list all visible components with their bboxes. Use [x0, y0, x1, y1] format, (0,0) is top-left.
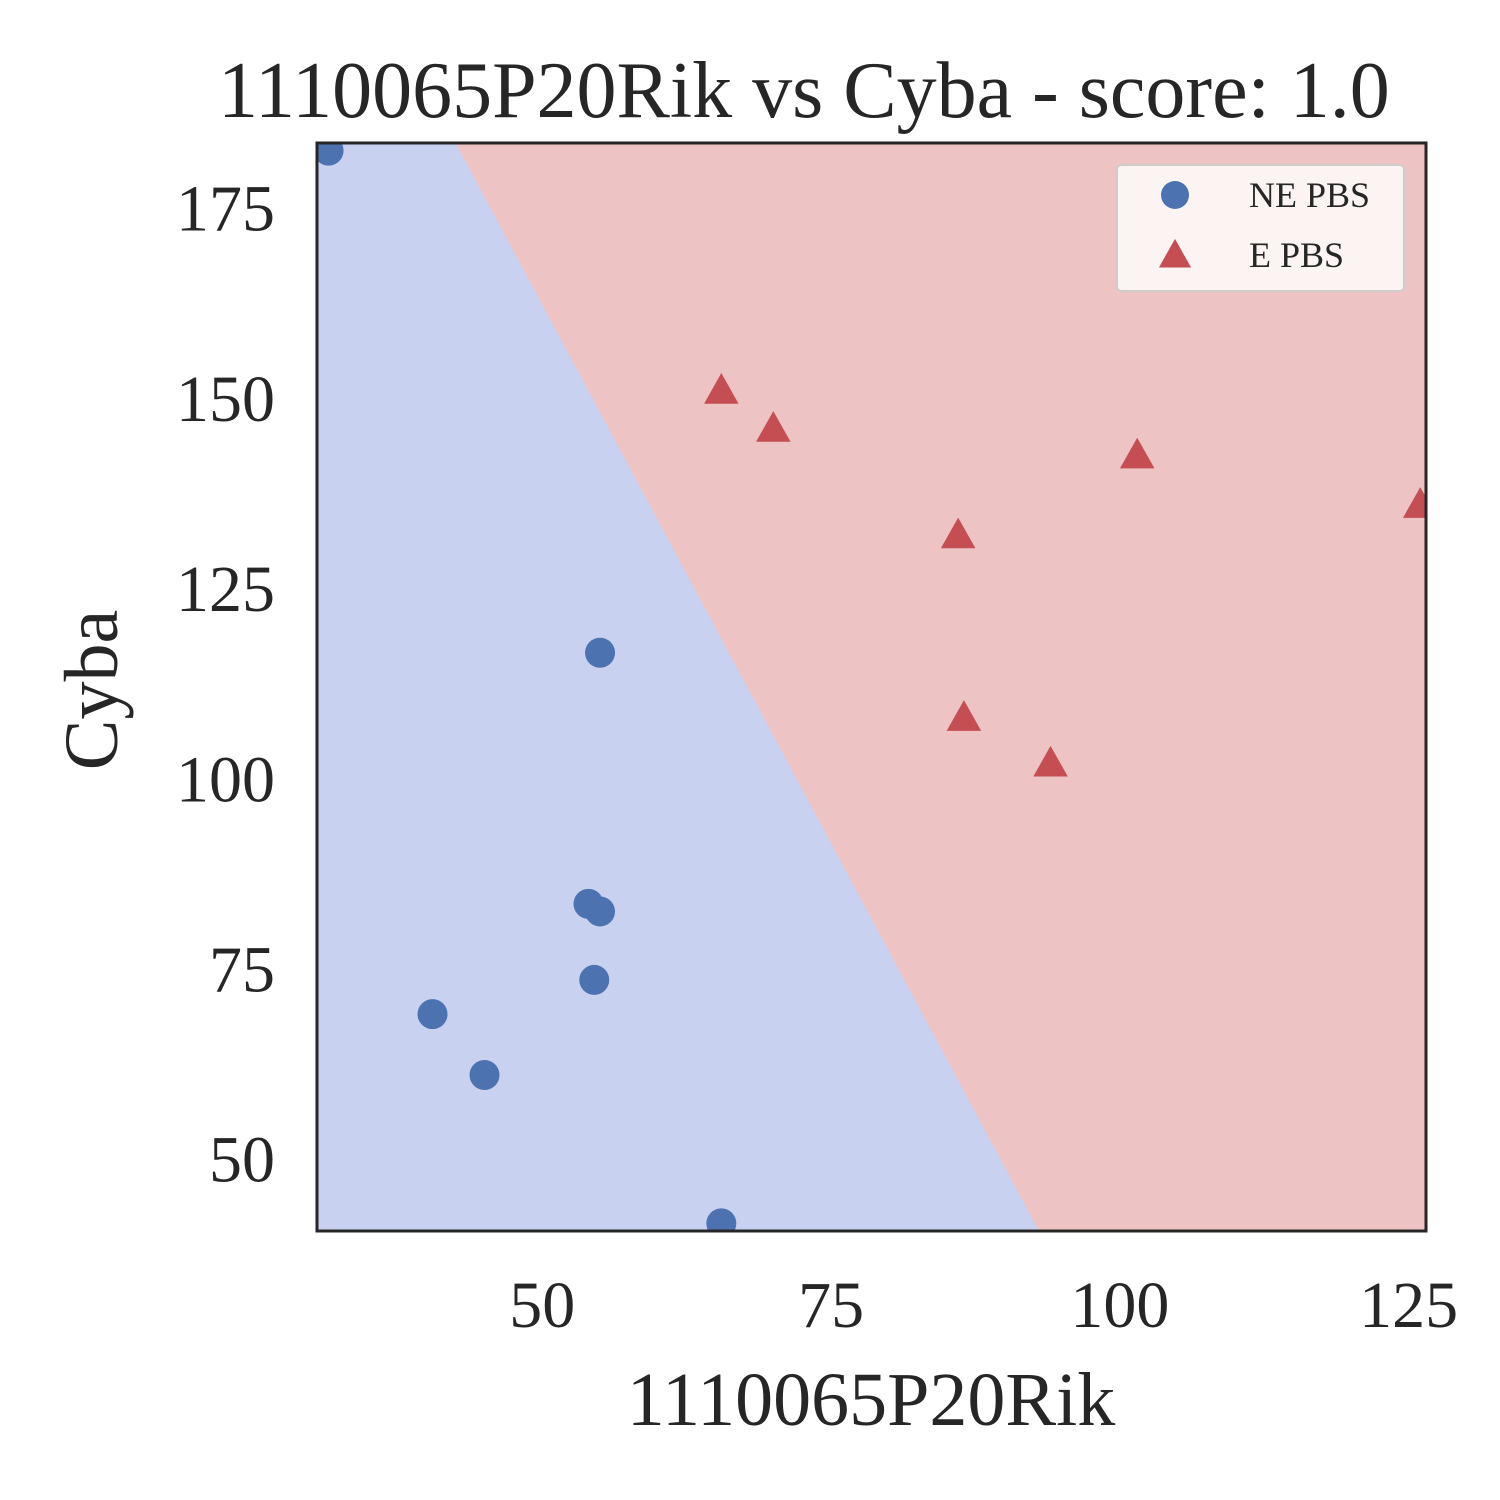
ne-pbs-decision-region — [317, 143, 1040, 1231]
ne-pbs-point — [417, 999, 448, 1030]
e-pbs-point — [1033, 745, 1068, 777]
x-tick-label: 125 — [1359, 1269, 1458, 1342]
legend-label-ne-pbs: NE PBS — [1249, 175, 1370, 215]
legend-items: NE PBS E PBS — [1158, 175, 1370, 275]
plot-frame — [315, 141, 1428, 1233]
y-tick-label: 125 — [176, 553, 275, 626]
legend-marker-e-pbs — [1158, 238, 1192, 268]
x-tick-label: 50 — [509, 1269, 575, 1342]
ne-pbs-point — [469, 1060, 500, 1091]
plot-area — [317, 143, 1426, 1231]
x-axis-label: 1110065P20Rik — [627, 1358, 1115, 1442]
e-pbs-point — [1119, 437, 1155, 469]
ne-pbs-point — [579, 964, 610, 995]
y-tick-labels: 50 75 100 125 150 175 — [176, 173, 275, 1197]
y-tick-label: 175 — [176, 173, 275, 246]
ne-pbs-point — [317, 143, 344, 166]
legend: NE PBS E PBS — [1116, 164, 1405, 292]
ne-pbs-point — [706, 1208, 737, 1231]
x-tick-label: 75 — [798, 1269, 864, 1342]
e-pbs-point — [1402, 487, 1426, 518]
x-tick-labels: 50 75 100 125 — [509, 1269, 1458, 1342]
data-points — [317, 143, 1426, 1231]
legend-label-e-pbs: E PBS — [1249, 235, 1344, 275]
ne-pbs-point — [585, 637, 616, 668]
y-tick-label: 50 — [209, 1124, 275, 1197]
y-tick-label: 75 — [209, 934, 275, 1007]
y-axis-label: Cyba — [50, 610, 134, 770]
e-pbs-point — [704, 373, 739, 404]
chart-title: 1110065P20Rik vs Cyba - score: 1.0 — [218, 47, 1390, 135]
e-pbs-decision-region — [455, 143, 1426, 1231]
e-pbs-point — [756, 411, 791, 442]
y-tick-label: 150 — [176, 363, 275, 436]
x-tick-label: 100 — [1070, 1269, 1169, 1342]
e-pbs-point — [946, 700, 982, 731]
y-tick-label: 100 — [176, 743, 275, 816]
ne-pbs-point — [585, 896, 616, 927]
e-pbs-point — [940, 517, 976, 549]
legend-marker-ne-pbs — [1161, 181, 1189, 209]
